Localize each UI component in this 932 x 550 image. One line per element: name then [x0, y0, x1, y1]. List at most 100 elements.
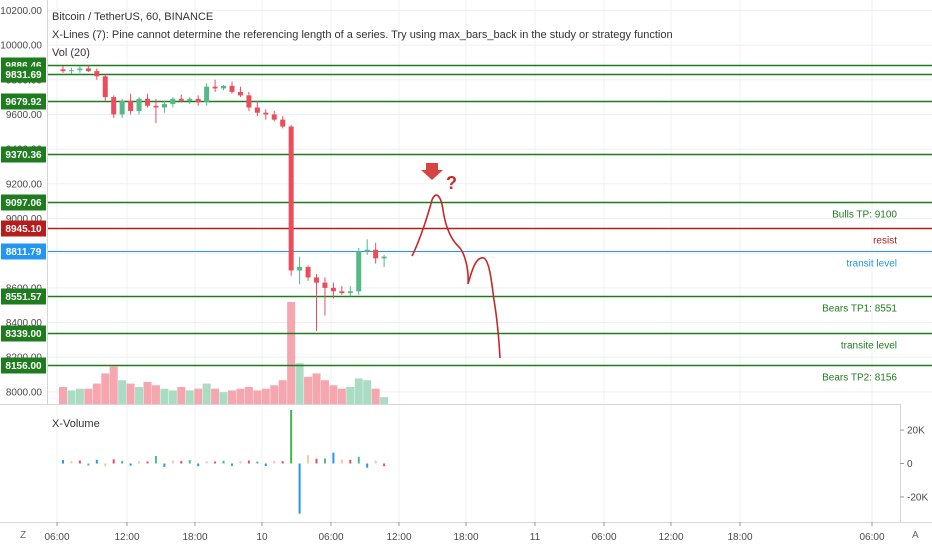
x-volume-bar [138, 461, 141, 464]
level-price-tag-label: 8339.00 [5, 329, 42, 340]
x-volume-bar [231, 463, 233, 466]
level-price-tag [1, 220, 46, 237]
level-price-tag-label: 9097.06 [5, 198, 42, 209]
grid-lines [48, 0, 932, 522]
candle-body [280, 119, 286, 127]
x-volume-bar [205, 461, 208, 464]
candle-body [322, 282, 328, 288]
candle-body [94, 71, 100, 77]
candle-body [85, 68, 91, 72]
time-tick-label: 12:00 [114, 532, 139, 543]
level-price-tag [1, 357, 46, 374]
volume-bar [109, 366, 118, 404]
candle-body [145, 98, 150, 106]
x-volume-bar [129, 463, 132, 466]
question-mark-annotation: ? [446, 173, 457, 193]
candle-body [356, 251, 362, 292]
volume-bar [244, 387, 253, 404]
x-volume-bar [374, 460, 377, 464]
time-tick-label: 10 [256, 532, 268, 543]
volume-bar [67, 390, 76, 404]
volume-bar [228, 390, 236, 404]
level-price-tag [1, 194, 46, 211]
volume-bar [380, 397, 389, 404]
volume-bar [371, 388, 380, 404]
candle-body [128, 100, 134, 111]
level-price-tag-label: 8551.57 [5, 292, 42, 303]
candle-body [381, 256, 387, 259]
time-tick-label: 06:00 [859, 532, 884, 543]
x-volume-tick-label: -20K [907, 492, 928, 503]
x-volume-bar [197, 463, 200, 467]
volume-bar [329, 385, 338, 404]
volume-bar [126, 383, 135, 404]
candle-body [178, 98, 184, 101]
volume-bar [59, 387, 67, 404]
candle-body [102, 76, 108, 98]
candle-body [153, 105, 159, 108]
price-tick-label: 10200.00 [0, 6, 42, 17]
volume-bar [295, 363, 304, 404]
volume-bar [236, 388, 245, 404]
x-volume-bar [290, 410, 293, 464]
price-tick-label: 10000.00 [0, 41, 42, 52]
volume-bar [278, 380, 287, 404]
candle-body [339, 291, 345, 294]
x-volume-bar [298, 463, 301, 514]
volume-bar [194, 388, 203, 404]
x-volume-bar [247, 460, 250, 464]
x-volume-bar [256, 461, 259, 464]
volume-bar [363, 380, 372, 404]
volume-bar [177, 387, 186, 404]
candle-body [68, 70, 74, 72]
level-price-tag [1, 325, 46, 342]
volume-bar [287, 302, 296, 404]
level-price-tag [1, 288, 46, 305]
price-tick-label: 9000.00 [6, 214, 43, 225]
volume-bar [253, 390, 262, 404]
x-volume-bar [180, 460, 183, 464]
volume-bar [143, 381, 152, 404]
zoom-button[interactable]: Z [20, 530, 26, 541]
candle-body [347, 291, 353, 294]
volume-bar [160, 388, 169, 404]
candle-body [161, 104, 167, 108]
candle-body [221, 85, 227, 89]
candle-body [314, 277, 319, 283]
x-volume-bar [214, 461, 217, 464]
x-volume-bar [171, 460, 174, 464]
x-volume-axis[interactable]: 20K 0 -20K [900, 426, 928, 504]
level-price-tag-label: 9679.92 [5, 97, 42, 108]
candle-body [373, 249, 379, 259]
level-price-tag-label: 8945.10 [5, 224, 42, 235]
level-name-label: Bears TP1: 8551 [822, 304, 897, 315]
level-price-tag-label: 8156.00 [5, 361, 42, 372]
candle-body [212, 86, 218, 89]
candle-body [60, 69, 66, 72]
candle-body [204, 86, 210, 103]
level-name-label: transite level [841, 341, 897, 352]
x-volume-bar [121, 460, 124, 464]
candle-body [187, 98, 193, 101]
auto-scale-button[interactable]: A [912, 530, 919, 541]
x-volume-tick-label: 0 [907, 459, 913, 470]
level-name-label: Bulls TP: 9100 [832, 210, 897, 221]
volume-bar [151, 385, 160, 404]
x-volume-bar [332, 452, 335, 464]
x-volume-bar [323, 458, 326, 464]
volume-bar [92, 383, 101, 404]
volume-bar [75, 388, 84, 404]
x-volume-bar [366, 463, 369, 468]
candle-body [136, 98, 142, 111]
time-axis[interactable]: 06:00 12:00 18:00 10 06:00 12:00 18:00 11 06:00 1… [44, 522, 885, 543]
level-name-label: transit level [846, 259, 897, 270]
x-volume-title: X-Volume [52, 418, 100, 430]
candle-body [364, 249, 370, 252]
volume-bar [312, 373, 321, 404]
level-price-tag [1, 93, 46, 110]
volume-bar [211, 388, 220, 404]
candle-body [111, 97, 117, 115]
x-volume-bar [273, 460, 276, 464]
price-tick-label: 8400.00 [6, 318, 43, 329]
